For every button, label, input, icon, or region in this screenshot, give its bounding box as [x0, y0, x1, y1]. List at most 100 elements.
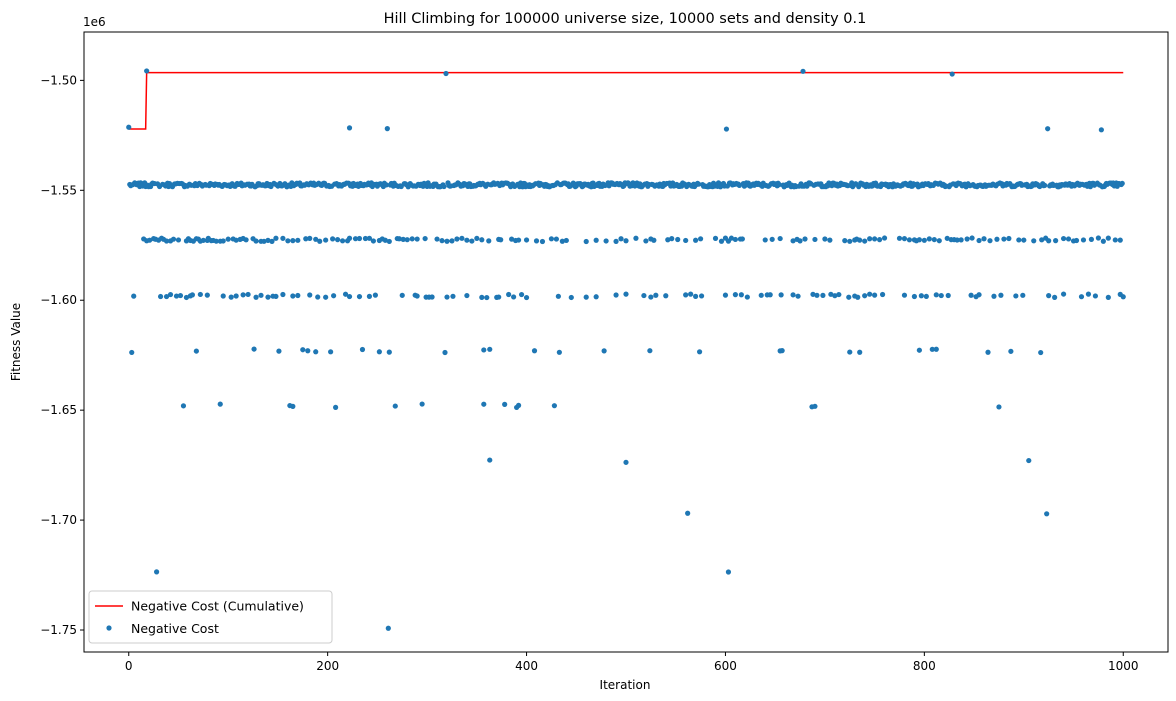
scatter-point	[1052, 294, 1058, 300]
scatter-point	[653, 292, 659, 298]
scatter-point	[923, 293, 929, 300]
scatter-point	[779, 348, 785, 354]
scatter-point	[213, 238, 219, 244]
scatter-point	[857, 349, 863, 355]
scatter-point	[958, 237, 964, 243]
x-tick-label: 400	[515, 659, 538, 673]
scatter-point	[533, 238, 540, 244]
scatter-point	[1006, 235, 1012, 242]
scatter-point	[180, 403, 187, 409]
scatter-point	[464, 292, 470, 299]
scatter-point	[1053, 238, 1059, 244]
scatter-point	[1046, 293, 1052, 299]
scatter-point	[439, 238, 445, 244]
scatter-point	[583, 294, 589, 300]
scatter-point	[879, 291, 886, 298]
scatter-point	[916, 347, 922, 353]
scatter-point	[1117, 237, 1123, 243]
scatter-point	[1078, 294, 1085, 300]
scatter-point	[1013, 293, 1019, 299]
scatter-point	[593, 237, 599, 243]
y-axis-label: Fitness Value	[9, 303, 23, 381]
scatter-point	[450, 293, 456, 299]
scatter-point	[964, 236, 970, 242]
legend-marker-swatch	[106, 625, 112, 631]
scatter-point	[738, 292, 744, 298]
scatter-point	[855, 294, 861, 300]
scatter-point	[280, 291, 286, 298]
scatter-point	[551, 403, 558, 409]
scatter-point	[906, 237, 913, 243]
scatter-point	[515, 237, 522, 243]
scatter-point	[193, 348, 199, 354]
scatter-point	[810, 291, 816, 297]
scatter-point	[613, 238, 619, 244]
scatter-point	[253, 238, 259, 244]
scatter-point	[303, 236, 309, 242]
scatter-point	[502, 401, 508, 407]
scatter-point	[359, 346, 366, 353]
scatter-point	[718, 238, 725, 244]
scatter-point	[269, 238, 275, 244]
scatter-point	[976, 237, 982, 244]
scatter-point	[790, 238, 796, 244]
scatter-point	[295, 292, 301, 299]
scatter-point	[1098, 127, 1104, 133]
scatter-point	[464, 237, 470, 243]
scatter-point	[484, 294, 490, 301]
scatter-point	[313, 236, 319, 242]
y-axis: −1.75 −1.70 −1.65 −1.60 −1.55 −1.50	[40, 73, 84, 637]
scatter-point	[896, 235, 903, 241]
scatter-point	[555, 293, 561, 299]
scatter-point	[323, 294, 329, 300]
scatter-point	[243, 237, 249, 243]
scatter-point	[553, 236, 559, 242]
scatter-point	[1080, 237, 1087, 243]
scatter-point	[1042, 182, 1048, 188]
scatter-point	[936, 238, 942, 244]
scatter-point	[506, 291, 512, 298]
scatter-point	[414, 236, 420, 242]
scatter-point	[800, 68, 806, 74]
scatter-point	[313, 349, 319, 355]
scatter-point	[548, 236, 555, 242]
scatter-point	[454, 236, 460, 242]
scatter-point	[976, 292, 982, 298]
scatter-point	[197, 291, 203, 298]
y-tick-label: −1.60	[40, 293, 77, 307]
scatter-point	[481, 401, 487, 407]
scatter-point	[356, 235, 363, 242]
scatter-point	[449, 238, 455, 244]
scatter-point	[648, 294, 654, 300]
scatter-point	[290, 238, 296, 244]
scatter-point	[926, 236, 932, 242]
scatter-point	[872, 236, 878, 242]
scatter-point	[633, 235, 639, 241]
scatter-point	[556, 349, 562, 355]
scatter-point	[228, 294, 234, 300]
scatter-point	[352, 236, 359, 242]
scatter-point	[623, 291, 629, 297]
scatter-point	[1031, 238, 1037, 244]
scatter-point	[603, 238, 609, 244]
scatter-point	[339, 238, 346, 244]
scatter-point	[732, 292, 738, 298]
scatter-point	[444, 238, 450, 244]
scatter-point	[459, 235, 465, 241]
scatter-point	[795, 293, 801, 299]
scatter-point	[442, 349, 448, 356]
scatter-point	[663, 293, 669, 299]
scatter-point	[985, 349, 991, 355]
scatter-point	[683, 292, 689, 298]
scatter-point	[1044, 511, 1050, 517]
scatter-point	[370, 238, 376, 244]
scatter-point	[778, 292, 784, 298]
scatter-point	[419, 401, 425, 407]
scatter-point	[901, 292, 908, 298]
scatter-point	[265, 294, 271, 300]
scatter-point	[697, 236, 704, 242]
scatter-point	[333, 404, 339, 410]
scatter-point	[847, 349, 853, 355]
scatter-point	[129, 349, 135, 356]
